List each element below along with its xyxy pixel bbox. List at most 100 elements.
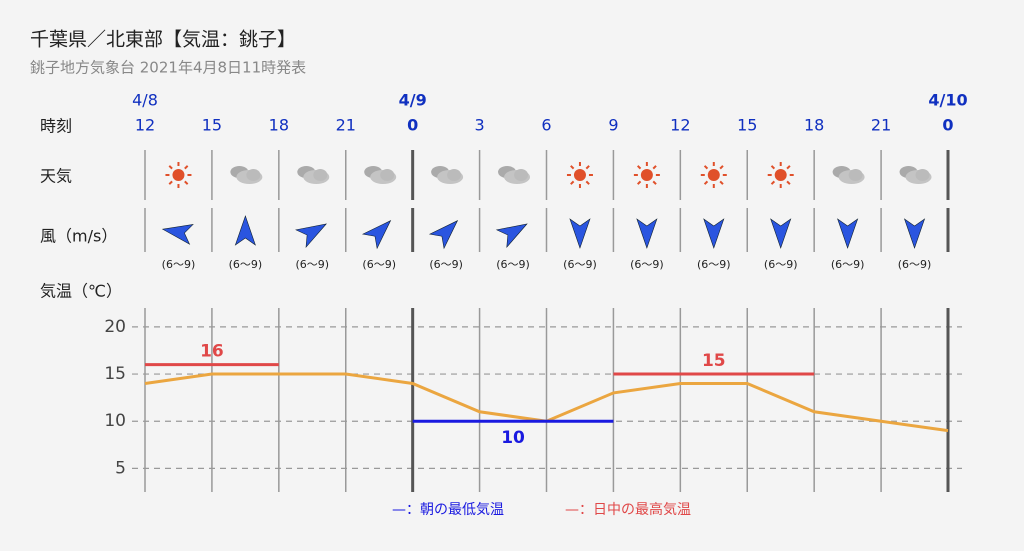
- sun-ray: [652, 165, 657, 170]
- sun-ray: [786, 180, 791, 185]
- weather-icon-cloud: [230, 166, 263, 184]
- legend-dash: —: [565, 502, 579, 518]
- wind-speed: (6〜9): [764, 258, 798, 271]
- wind-arrow: [161, 223, 194, 245]
- wind-speed: (6〜9): [429, 258, 463, 271]
- date-label: 4/8: [132, 91, 158, 110]
- x-tick-label: 12: [135, 116, 155, 135]
- wind-arrow: [361, 220, 392, 250]
- sun-ray: [585, 165, 590, 170]
- sun-core: [573, 169, 586, 181]
- x-tick-label: 21: [871, 116, 891, 135]
- sun-ray: [168, 180, 173, 185]
- weather-icon-sun: [767, 162, 794, 188]
- cloud-part: [313, 169, 328, 181]
- sun-ray: [652, 180, 657, 185]
- x-tick-label: 3: [474, 116, 484, 135]
- cloud-part: [447, 169, 462, 181]
- x-tick-label: 18: [269, 116, 289, 135]
- sun-core: [774, 169, 787, 181]
- sun-ray: [719, 165, 724, 170]
- cloud-part: [848, 169, 863, 181]
- sun-ray: [184, 180, 189, 185]
- sun-ray: [585, 180, 590, 185]
- wind-arrow: [770, 218, 792, 249]
- legend-entry: —：日中の最高気温: [565, 501, 691, 518]
- x-tick-label: 12: [670, 116, 690, 135]
- date-label: 4/9: [399, 91, 427, 110]
- x-tick-label: 15: [202, 116, 222, 135]
- sun-ray: [703, 165, 709, 170]
- wind-arrow: [569, 218, 591, 249]
- wind-speed: (6〜9): [697, 258, 731, 271]
- row-label: 天気: [40, 167, 72, 186]
- cloud-part: [514, 169, 529, 181]
- sun-ray: [570, 165, 575, 170]
- legend-text: ：朝の最低気温: [406, 502, 504, 518]
- sun-ray: [770, 180, 776, 185]
- sun-ray: [184, 165, 189, 170]
- x-tick-label: 6: [541, 116, 551, 135]
- wind-arrow: [703, 218, 725, 249]
- x-tick-label: 9: [608, 116, 618, 135]
- legend-text: ：日中の最高気温: [579, 501, 691, 518]
- wind-arrow: [234, 215, 256, 246]
- wind-arrow: [903, 218, 926, 249]
- sun-ray: [770, 165, 776, 170]
- weather-icon-cloud: [498, 166, 531, 184]
- y-tick-label: 20: [104, 317, 126, 337]
- sun-ray: [570, 180, 575, 185]
- row-label: 気温（℃）: [40, 282, 122, 301]
- cloud-part: [380, 169, 395, 181]
- sun-core: [172, 169, 185, 181]
- cloud-part: [246, 169, 261, 181]
- title: 千葉県／北東部【気温：銚子】: [30, 29, 296, 51]
- wind-speed: (6〜9): [563, 258, 597, 271]
- date-label: 4/10: [928, 91, 967, 110]
- row-label: 時刻: [40, 117, 72, 136]
- weather-icon-sun: [700, 162, 727, 188]
- weather-icon-cloud: [364, 166, 397, 184]
- x-tick-label: 15: [737, 116, 757, 135]
- wind-speed: (6〜9): [295, 258, 329, 271]
- sun-ray: [168, 165, 173, 170]
- wind-speed: (6〜9): [898, 258, 932, 271]
- row-label: 風（m/s）: [40, 227, 117, 246]
- wind-speed: (6〜9): [229, 258, 263, 271]
- x-tick-label: 0: [942, 116, 953, 135]
- weather-icon-cloud: [297, 166, 330, 184]
- legend-dash: —: [392, 502, 406, 518]
- weather-icon-cloud: [899, 166, 932, 184]
- sun-core: [640, 169, 653, 181]
- sun-ray: [703, 180, 709, 185]
- sun-ray: [636, 180, 642, 185]
- wind-speed: (6〜9): [496, 258, 530, 271]
- range-label: 15: [702, 351, 726, 371]
- range-label: 16: [200, 342, 224, 362]
- wind-speed: (6〜9): [831, 258, 865, 271]
- wind-speed: (6〜9): [162, 258, 196, 271]
- weather-icon-sun: [633, 162, 660, 188]
- wind-arrow: [636, 218, 658, 249]
- y-tick-label: 10: [104, 411, 126, 431]
- wind-speed: (6〜9): [630, 258, 664, 271]
- wind-speed: (6〜9): [362, 258, 396, 271]
- weather-icon-sun: [165, 162, 192, 188]
- sun-ray: [636, 165, 642, 170]
- legend-entry: —：朝の最低気温: [392, 502, 504, 518]
- weather-icon-cloud: [832, 166, 865, 184]
- y-tick-label: 5: [115, 458, 126, 478]
- cloud-part: [915, 169, 930, 181]
- sun-ray: [719, 180, 724, 185]
- x-tick-label: 18: [804, 116, 824, 135]
- weather-icon-sun: [566, 162, 593, 188]
- wind-arrow: [428, 220, 459, 250]
- x-tick-label: 21: [336, 116, 356, 135]
- x-tick-label: 0: [407, 116, 418, 135]
- sun-ray: [786, 165, 791, 170]
- range-label: 10: [501, 428, 525, 448]
- subtitle: 銚子地方気象台 2021年4月8日11時発表: [30, 59, 306, 77]
- y-tick-label: 15: [104, 364, 126, 384]
- wind-arrow: [837, 218, 859, 249]
